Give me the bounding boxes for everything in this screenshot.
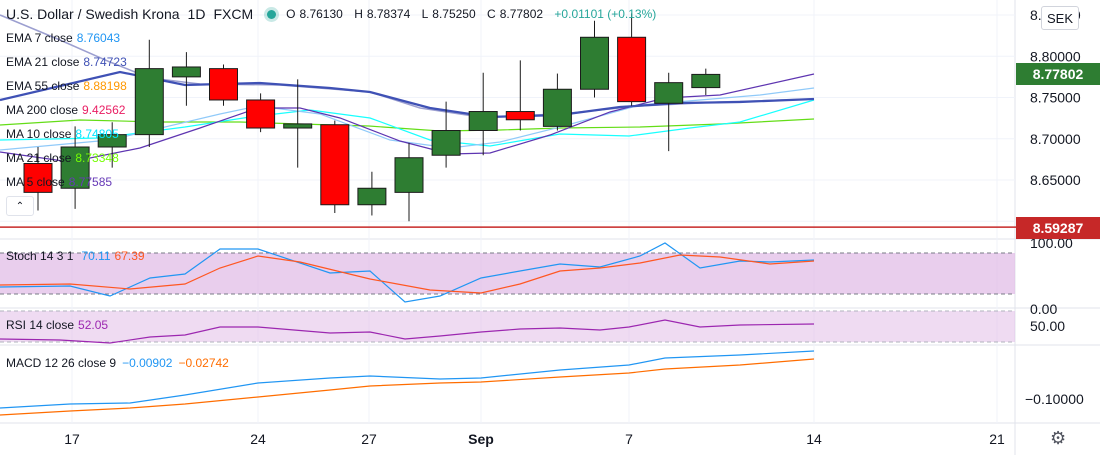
current-price-tag: 8.77802 xyxy=(1016,63,1100,85)
macd-line xyxy=(0,350,815,409)
legend-rsi[interactable]: RSI 14 close 52.05 xyxy=(6,318,109,332)
symbol-header: U.S. Dollar / Swedish Krona 1D FXCM O 8.7… xyxy=(6,6,660,22)
macd-tick-label: −0.10000 xyxy=(1025,391,1084,407)
stoch-d-line xyxy=(0,254,815,294)
currency-button[interactable]: SEK xyxy=(1041,6,1079,30)
candle-body xyxy=(617,36,647,103)
candle-body xyxy=(23,163,53,193)
legend-ema55[interactable]: EMA 55 close 8.88198 xyxy=(6,79,127,93)
collapse-legend-button[interactable]: ⌃ xyxy=(6,196,34,216)
candle-body xyxy=(134,68,164,136)
candle-body xyxy=(246,99,276,129)
legend-ma200[interactable]: MA 200 close 9.42562 xyxy=(6,103,126,117)
candle-body xyxy=(505,111,535,121)
time-tick-label: 7 xyxy=(625,431,633,447)
candle-body xyxy=(357,187,387,206)
price-tick-label: 8.70000 xyxy=(1030,131,1081,147)
candle-body xyxy=(394,157,424,193)
legend-ema7[interactable]: EMA 7 close 8.76043 xyxy=(6,31,121,45)
indicator-panes xyxy=(0,226,1100,343)
ma21-line xyxy=(0,118,815,132)
symbol-title[interactable]: U.S. Dollar / Swedish Krona xyxy=(6,6,180,22)
candle-body xyxy=(60,146,90,189)
candle-body xyxy=(468,111,498,132)
candle-body xyxy=(431,130,461,156)
candles xyxy=(23,13,721,222)
high-value: 8.78374 xyxy=(366,7,411,21)
time-tick-label: 14 xyxy=(806,431,822,447)
candle-body xyxy=(691,73,721,89)
candle-body xyxy=(209,68,238,101)
rsi-tick-label: 50.00 xyxy=(1030,318,1065,334)
candle-body xyxy=(542,88,572,127)
rsi-band xyxy=(0,311,1015,342)
chevron-up-icon: ⌃ xyxy=(15,200,25,212)
signal-line xyxy=(0,358,815,416)
stoch-tick-label: 100.00 xyxy=(1030,235,1073,251)
open-value: 8.76130 xyxy=(299,7,343,21)
price-tick-label: 8.75000 xyxy=(1030,90,1081,106)
candle-body xyxy=(320,124,350,206)
candle-body xyxy=(580,36,609,90)
stoch-tick-label: 0.00 xyxy=(1030,301,1057,317)
candle-body xyxy=(97,134,127,148)
legend-macd[interactable]: MACD 12 26 close 9 −0.00902 −0.02742 xyxy=(6,356,229,370)
legend-ma5[interactable]: MA 5 close 8.77585 xyxy=(6,175,113,189)
low-value: 8.75250 xyxy=(432,7,476,21)
candle-body xyxy=(654,82,684,104)
ma5-line xyxy=(0,73,815,163)
change-value: +0.01101 (+0.13%) xyxy=(554,7,657,21)
hline-price-tag: 8.59287 xyxy=(1016,217,1100,239)
close-value: 8.77802 xyxy=(499,7,544,21)
price-tick-label: 8.65000 xyxy=(1030,172,1081,188)
price-tick-label: 8.80000 xyxy=(1030,48,1081,64)
time-tick-label: 27 xyxy=(361,431,377,447)
legend-ma21[interactable]: MA 21 close 8.73348 xyxy=(6,151,119,165)
legend-ema21[interactable]: EMA 21 close 8.74723 xyxy=(6,55,127,69)
legend-ma10[interactable]: MA 10 close 8.74805 xyxy=(6,127,119,141)
time-tick-label: 17 xyxy=(64,431,80,447)
ma10-line xyxy=(0,99,815,147)
stoch-k-line xyxy=(0,242,815,303)
exchange-label: FXCM xyxy=(213,6,254,22)
time-tick-label: 21 xyxy=(989,431,1005,447)
ohlc-values: O 8.76130 H 8.78374 L 8.75250 C 8.77802 +0.0… xyxy=(286,7,657,21)
time-tick-label: 24 xyxy=(250,431,266,447)
rsi-line xyxy=(0,319,815,344)
time-tick-label: Sep xyxy=(468,431,494,447)
gear-icon[interactable]: ⚙ xyxy=(1050,428,1067,448)
candle-body xyxy=(171,66,201,78)
candle-body xyxy=(283,123,313,129)
legend-stoch[interactable]: Stoch 14 3 1 70.11 67.39 xyxy=(6,249,145,263)
market-open-icon xyxy=(267,9,277,19)
interval-label[interactable]: 1D xyxy=(187,6,206,22)
